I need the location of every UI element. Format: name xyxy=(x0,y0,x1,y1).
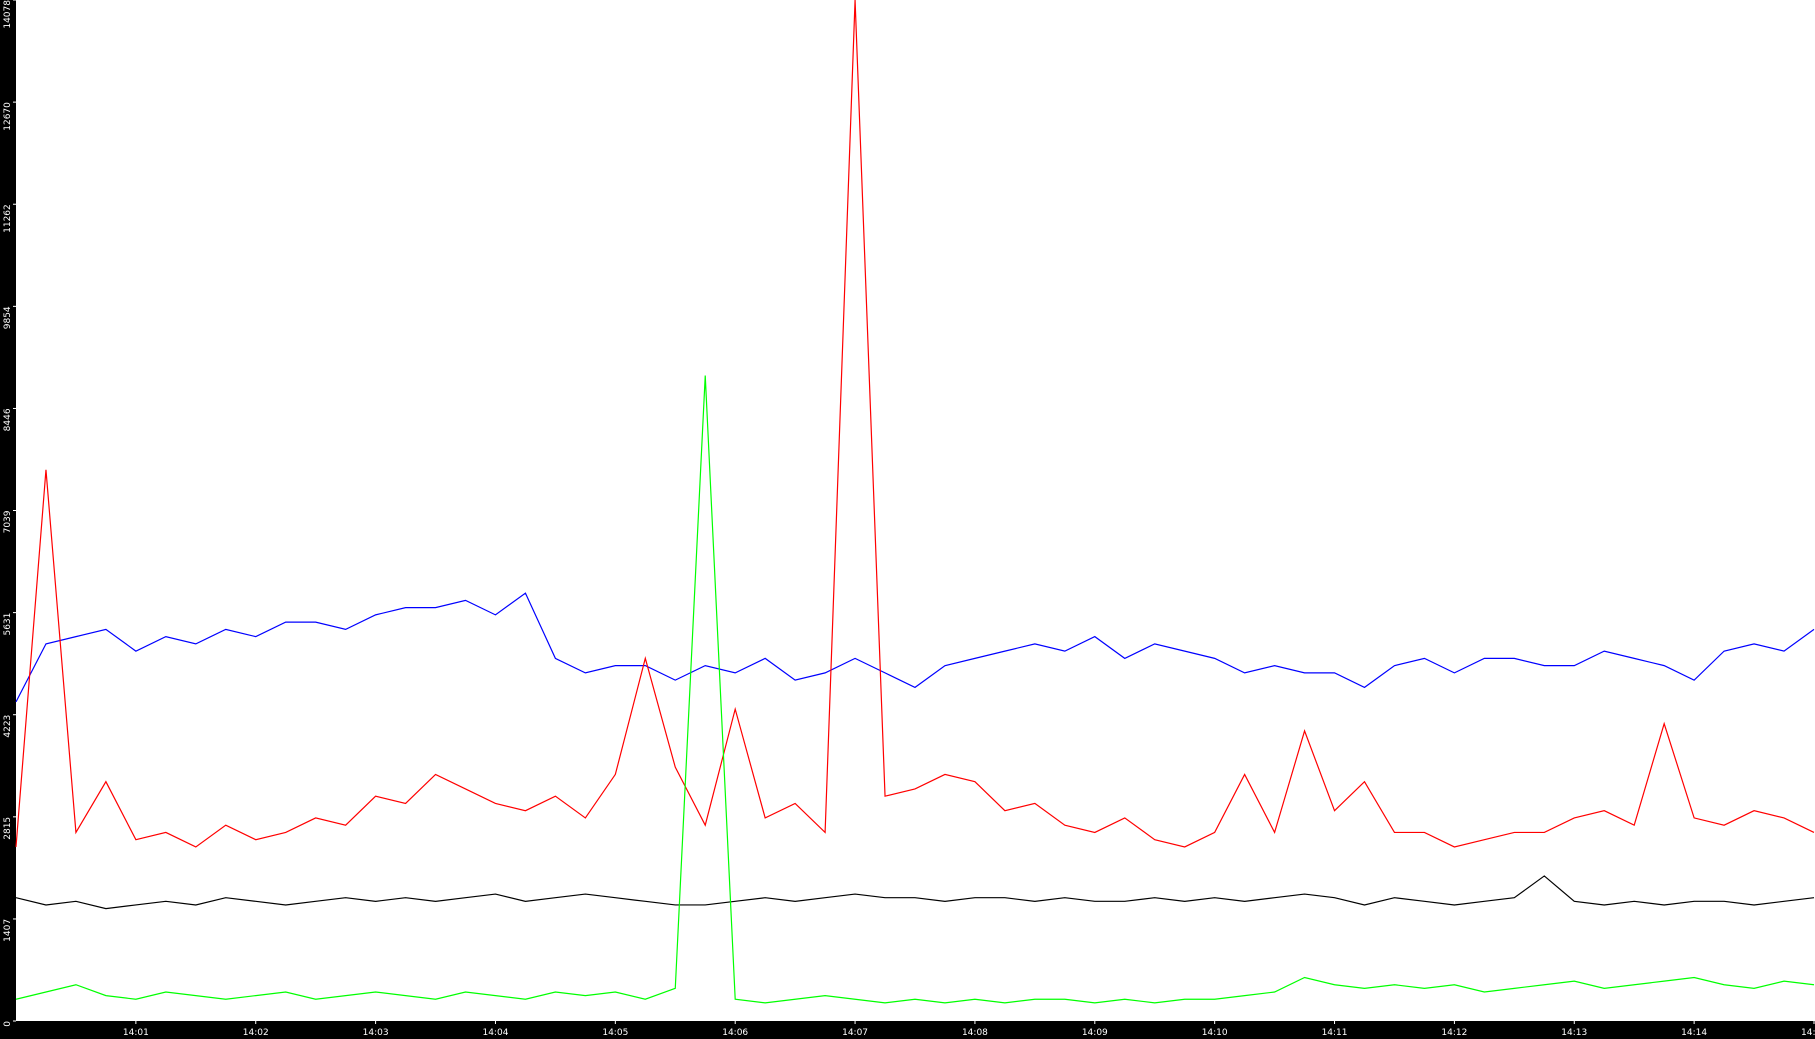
y-tick-label: 5631 xyxy=(3,613,13,636)
y-axis-band xyxy=(0,0,16,1039)
y-tick-label: 7039 xyxy=(3,510,13,533)
y-tick-label: 14078 xyxy=(3,0,13,29)
y-tick-label: 4223 xyxy=(3,715,13,738)
series-line xyxy=(15,375,1815,1004)
x-tick-label: 14:08 xyxy=(962,1028,988,1038)
series-line xyxy=(15,875,1815,910)
x-tick-label: 14:05 xyxy=(602,1028,628,1038)
y-tick-label: 0 xyxy=(3,1021,13,1027)
series-line xyxy=(15,0,1815,848)
x-tick-label: 14:03 xyxy=(363,1028,389,1038)
x-axis-band xyxy=(0,1021,1815,1039)
y-tick-label: 11262 xyxy=(3,204,13,233)
x-tick-label: 14:12 xyxy=(1441,1028,1467,1038)
y-tick-label: 12670 xyxy=(3,102,13,131)
x-tick-label: 14:02 xyxy=(243,1028,269,1038)
series-line xyxy=(15,592,1815,703)
y-tick-label: 8446 xyxy=(3,408,13,431)
y-tick-label: 9854 xyxy=(3,306,13,329)
x-tick-label: 14:10 xyxy=(1202,1028,1228,1038)
y-tick-label: 2815 xyxy=(3,817,13,840)
y-tick-label: 1407 xyxy=(3,919,13,942)
x-tick-label: 14:09 xyxy=(1082,1028,1108,1038)
x-tick-label: 14:14 xyxy=(1681,1028,1707,1038)
x-tick-label: 14:13 xyxy=(1561,1028,1587,1038)
x-tick-label: 14:11 xyxy=(1322,1028,1348,1038)
x-tick-label: 14:15 xyxy=(1801,1028,1815,1038)
x-tick-label: 14:04 xyxy=(482,1028,508,1038)
x-tick-label: 14:07 xyxy=(842,1028,868,1038)
x-tick-label: 14:06 xyxy=(722,1028,748,1038)
x-tick-label: 14:01 xyxy=(123,1028,149,1038)
